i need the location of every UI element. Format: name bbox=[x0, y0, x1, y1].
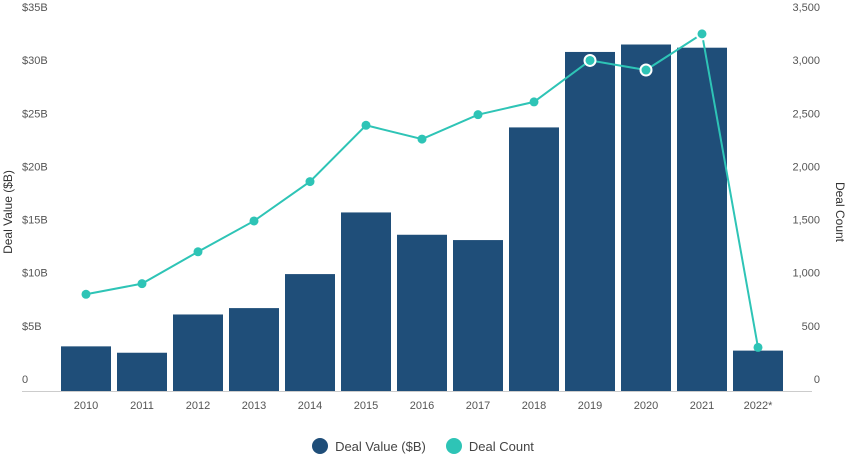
x-tick-label: 2019 bbox=[578, 400, 602, 412]
deal-count-point bbox=[583, 53, 597, 67]
bar bbox=[565, 51, 615, 391]
x-tick-label: 2011 bbox=[130, 400, 154, 412]
deal-count-point bbox=[81, 289, 91, 299]
y-right-tick-label: 3,000 bbox=[792, 55, 820, 67]
x-tick-label: 2014 bbox=[298, 400, 322, 412]
bar bbox=[509, 127, 559, 391]
deal-count-point bbox=[193, 247, 203, 257]
y-right-tick-label: 3,500 bbox=[792, 2, 820, 14]
legend-swatch-deal-value bbox=[312, 438, 329, 454]
y-left-tick-label: $15B bbox=[22, 215, 48, 227]
bar bbox=[677, 47, 727, 391]
x-tick-label: 2015 bbox=[354, 400, 378, 412]
y-left-tick-label: $35B bbox=[22, 2, 48, 14]
bar bbox=[621, 44, 671, 391]
legend-label-deal-value: Deal Value ($B) bbox=[335, 438, 426, 454]
deal-count-point bbox=[753, 342, 763, 352]
y-left-tick-label: 0 bbox=[22, 374, 28, 386]
x-tick-label: 2021 bbox=[690, 400, 714, 412]
y-right-tick-label: 2,500 bbox=[792, 108, 820, 120]
bar bbox=[117, 352, 167, 391]
bar bbox=[229, 308, 279, 391]
bar bbox=[397, 234, 447, 391]
legend-swatch-deal-count bbox=[445, 438, 462, 454]
x-tick-label: 2020 bbox=[634, 400, 658, 412]
legend-item-deal-count[interactable]: Deal Count bbox=[445, 438, 534, 454]
deal-count-point bbox=[639, 63, 653, 77]
chart: 0 $5B $10B $15B $20B $25B $30B $35B 0 500 1,000 1,5… bbox=[1, 2, 846, 412]
y-left-axis-title: Deal Value ($B) bbox=[1, 170, 15, 254]
x-tick-label: 2013 bbox=[242, 400, 266, 412]
y-left-tick-label: $10B bbox=[22, 268, 48, 280]
bar bbox=[61, 346, 111, 391]
x-tick-label: 2010 bbox=[74, 400, 98, 412]
y-left-tick-label: $20B bbox=[22, 161, 48, 173]
deal-count-point bbox=[361, 120, 371, 130]
bar bbox=[453, 240, 503, 391]
y-right-tick-label: 500 bbox=[802, 321, 820, 333]
y-right-tick-label: 1,000 bbox=[792, 268, 820, 280]
y-right-tick-label: 1,500 bbox=[792, 215, 820, 227]
deal-count-point bbox=[473, 110, 483, 120]
x-tick-label: 2018 bbox=[522, 400, 546, 412]
deal-count-point bbox=[417, 134, 427, 144]
x-tick-label: 2012 bbox=[186, 400, 210, 412]
legend-item-deal-value[interactable]: Deal Value ($B) bbox=[312, 438, 426, 454]
y-left-tick-label: $5B bbox=[22, 321, 42, 333]
deal-count-point bbox=[305, 177, 315, 187]
x-tick-label: 2017 bbox=[466, 400, 490, 412]
bar bbox=[285, 274, 335, 391]
deal-count-point bbox=[249, 216, 259, 226]
y-right-axis-title: Deal Count bbox=[833, 182, 846, 243]
legend: Deal Value ($B) Deal Count bbox=[0, 436, 846, 456]
x-tick-label: 2016 bbox=[410, 400, 434, 412]
deal-count-point bbox=[529, 97, 539, 107]
y-right-tick-label: 0 bbox=[814, 374, 820, 386]
bar bbox=[341, 212, 391, 391]
bar bbox=[173, 314, 223, 391]
deal-count-point bbox=[695, 27, 709, 41]
y-right-tick-label: 2,000 bbox=[792, 161, 820, 173]
legend-label-deal-count: Deal Count bbox=[468, 438, 534, 454]
y-left-tick-label: $25B bbox=[22, 108, 48, 120]
deal-count-point bbox=[137, 279, 147, 289]
x-tick-label: 2022* bbox=[744, 400, 773, 412]
bar bbox=[733, 350, 783, 391]
y-left-tick-label: $30B bbox=[22, 55, 48, 67]
